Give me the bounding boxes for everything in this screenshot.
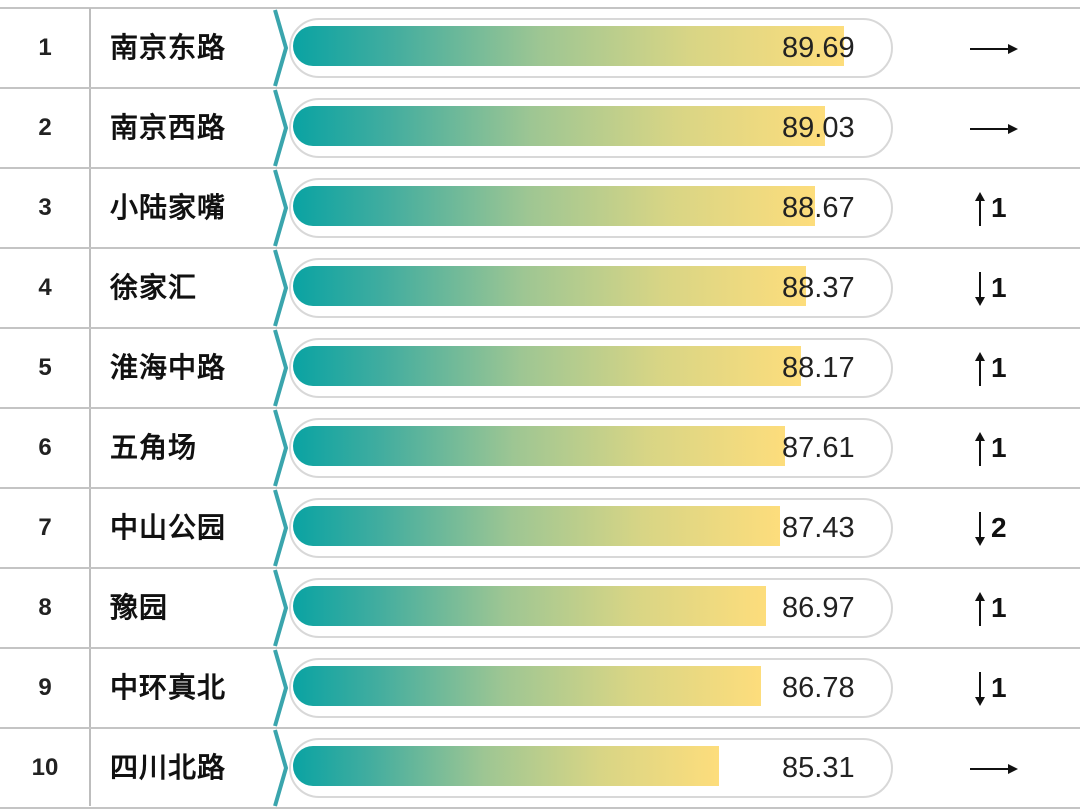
category-label: 徐家汇 — [110, 271, 198, 304]
table-row: 4 徐家汇 88.37 1 — [0, 248, 1080, 328]
value-label: 87.61 — [782, 432, 855, 464]
rank-change: 1 — [960, 168, 1040, 248]
row-divider — [0, 487, 1080, 489]
rank-change: 1 — [960, 328, 1040, 408]
row-divider — [0, 647, 1080, 649]
row-divider — [0, 567, 1080, 569]
value-label: 88.37 — [782, 272, 855, 304]
table-row: 8 豫园 86.97 1 — [0, 568, 1080, 648]
bar — [293, 346, 801, 386]
chevron-right-icon — [273, 249, 289, 327]
arrow-down-icon — [975, 512, 985, 546]
value-label: 86.78 — [782, 672, 855, 704]
arrow-down-icon — [975, 672, 985, 706]
arrow-right-icon — [970, 124, 1018, 134]
table-row: 3 小陆家嘴 88.67 1 — [0, 168, 1080, 248]
rank-change — [960, 728, 1040, 808]
rank-change: 1 — [960, 408, 1040, 488]
category-label: 中环真北 — [110, 671, 227, 704]
chevron-right-icon — [273, 169, 289, 247]
category-label: 南京西路 — [110, 111, 227, 144]
chevron-right-icon — [273, 489, 289, 567]
rank-change: 1 — [960, 568, 1040, 648]
arrow-up-icon — [975, 192, 985, 226]
table-top-border — [0, 7, 1080, 9]
row-divider — [0, 727, 1080, 729]
chevron-right-icon — [273, 649, 289, 727]
rank-change-amount: 2 — [991, 512, 1007, 543]
arrow-up-icon — [975, 432, 985, 466]
table-row: 2 南京西路 89.03 — [0, 88, 1080, 168]
bar — [293, 506, 780, 546]
bar — [293, 426, 785, 466]
rank-change-amount: 1 — [991, 352, 1007, 383]
rank-change: 1 — [960, 248, 1040, 328]
category-label: 淮海中路 — [110, 351, 227, 384]
chevron-right-icon — [273, 729, 289, 807]
rank-change — [960, 88, 1040, 168]
rank-change — [960, 8, 1040, 88]
category-label: 豫园 — [110, 591, 169, 624]
category-label: 中山公园 — [110, 511, 227, 544]
row-divider — [0, 807, 1080, 809]
category-label: 四川北路 — [110, 751, 227, 784]
bar — [293, 106, 825, 146]
rank-label: 5 — [38, 354, 52, 381]
row-divider — [0, 87, 1080, 89]
value-label: 89.69 — [782, 32, 855, 64]
rank-change-amount: 1 — [991, 672, 1007, 703]
rank-label: 2 — [38, 114, 52, 141]
rank-change-amount: 1 — [991, 272, 1007, 303]
chevron-right-icon — [273, 89, 289, 167]
row-divider — [0, 167, 1080, 169]
value-label: 86.97 — [782, 592, 855, 624]
row-divider — [0, 407, 1080, 409]
chevron-right-icon — [273, 409, 289, 487]
value-label: 85.31 — [782, 752, 855, 784]
value-label: 88.17 — [782, 352, 855, 384]
table-row: 5 淮海中路 88.17 1 — [0, 328, 1080, 408]
category-label: 五角场 — [110, 431, 198, 464]
bar — [293, 666, 761, 706]
rank-label: 4 — [38, 274, 52, 301]
table-row: 6 五角场 87.61 1 — [0, 408, 1080, 488]
row-divider — [0, 247, 1080, 249]
bar — [293, 586, 766, 626]
rank-change-amount: 1 — [991, 192, 1007, 223]
arrow-down-icon — [975, 272, 985, 306]
rank-label: 10 — [31, 754, 59, 781]
rank-change: 1 — [960, 648, 1040, 728]
bar — [293, 186, 815, 226]
bar — [293, 746, 719, 786]
chevron-right-icon — [273, 569, 289, 647]
table-row: 7 中山公园 87.43 2 — [0, 488, 1080, 568]
bar — [293, 266, 806, 306]
table-row: 1 南京东路 89.69 — [0, 8, 1080, 88]
rank-change-amount: 1 — [991, 432, 1007, 463]
rank-label: 8 — [38, 594, 52, 621]
row-divider — [0, 327, 1080, 329]
rank-label: 1 — [38, 34, 52, 61]
chevron-right-icon — [273, 329, 289, 407]
rank-label: 6 — [38, 434, 52, 461]
arrow-up-icon — [975, 352, 985, 386]
rank-change: 2 — [960, 488, 1040, 568]
chevron-right-icon — [273, 9, 289, 87]
rank-label: 9 — [38, 674, 52, 701]
rank-change-amount: 1 — [991, 592, 1007, 623]
table-row: 10 四川北路 85.31 — [0, 728, 1080, 808]
rank-label: 3 — [38, 194, 52, 221]
category-label: 小陆家嘴 — [110, 191, 227, 224]
bar — [293, 26, 844, 66]
category-label: 南京东路 — [110, 31, 227, 64]
arrow-right-icon — [970, 764, 1018, 774]
value-label: 89.03 — [782, 112, 855, 144]
arrow-right-icon — [970, 44, 1018, 54]
value-label: 88.67 — [782, 192, 855, 224]
arrow-up-icon — [975, 592, 985, 626]
table-row: 9 中环真北 86.78 1 — [0, 648, 1080, 728]
rank-label: 7 — [38, 514, 52, 541]
value-label: 87.43 — [782, 512, 855, 544]
